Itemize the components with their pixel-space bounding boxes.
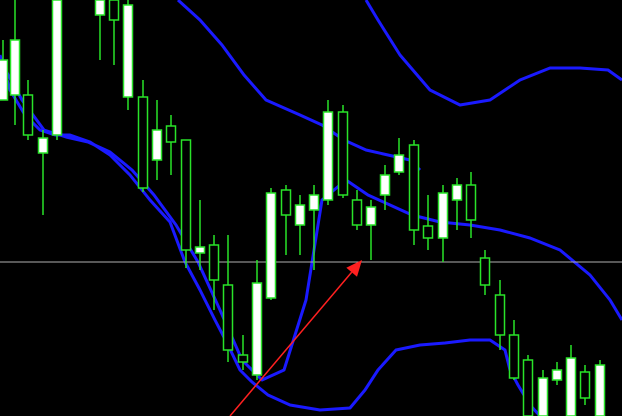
- candle: [308, 185, 320, 270]
- candle: [94, 0, 106, 60]
- candle-body: [422, 225, 434, 239]
- arrow-head: [346, 260, 362, 277]
- candle-body: [37, 137, 49, 154]
- candle: [265, 188, 277, 300]
- candle-body: [194, 246, 206, 254]
- candle: [151, 100, 163, 180]
- candle: [37, 130, 49, 215]
- candle-body: [594, 364, 606, 416]
- candle: [379, 165, 391, 210]
- candle: [408, 140, 420, 245]
- candle: [565, 345, 577, 416]
- candle: [322, 100, 334, 205]
- candle-body: [280, 189, 292, 216]
- candle-body: [393, 154, 405, 173]
- candle: [537, 370, 549, 416]
- candle: [422, 195, 434, 250]
- candle-body: [94, 0, 106, 16]
- candle-body: [208, 244, 220, 281]
- candle-body: [408, 144, 420, 231]
- candle-body: [522, 359, 534, 416]
- candle: [551, 362, 563, 385]
- candle: [251, 260, 263, 380]
- candle-body: [337, 111, 349, 196]
- candle: [479, 250, 491, 295]
- candle-body: [0, 59, 9, 101]
- candle: [280, 185, 292, 255]
- candle: [494, 280, 506, 350]
- band-line-lower: [0, 54, 542, 416]
- candle-body: [351, 199, 363, 226]
- candle-body: [322, 111, 334, 201]
- candle: [208, 235, 220, 310]
- candle: [237, 335, 249, 370]
- candle-body: [565, 357, 577, 416]
- candle: [351, 190, 363, 230]
- candle-body: [137, 96, 149, 189]
- candle: [137, 80, 149, 192]
- candle-body: [237, 354, 249, 363]
- candle-body: [479, 257, 491, 286]
- candle-body: [579, 371, 591, 399]
- candle-body: [451, 184, 463, 201]
- candle: [508, 320, 520, 380]
- candle: [194, 200, 206, 270]
- candle: [522, 355, 534, 416]
- candle-body: [151, 129, 163, 161]
- candle-body: [265, 192, 277, 299]
- candle: [451, 178, 463, 230]
- candle-body: [379, 174, 391, 196]
- candle-body: [437, 192, 449, 239]
- candle: [180, 139, 192, 268]
- candle-body: [22, 94, 34, 136]
- trend-arrow: [229, 260, 362, 416]
- band-line-middle: [0, 59, 622, 382]
- candle: [337, 105, 349, 198]
- candle-body: [180, 139, 192, 251]
- candle: [122, 0, 134, 110]
- candle: [437, 185, 449, 262]
- candle: [51, 0, 63, 140]
- candle-body: [222, 284, 234, 351]
- candle-body: [122, 4, 134, 98]
- candle: [9, 0, 21, 125]
- candle-body: [308, 194, 320, 211]
- band-line-upper-right: [364, 0, 622, 107]
- candle-body: [251, 282, 263, 376]
- candle-body: [365, 206, 377, 226]
- arrow-shaft: [229, 271, 353, 416]
- candle: [222, 235, 234, 362]
- candle: [393, 138, 405, 175]
- candle-body: [494, 294, 506, 336]
- candle-body: [551, 369, 563, 381]
- candle-body: [165, 125, 177, 143]
- candle-body: [51, 0, 63, 136]
- candle-body: [465, 184, 477, 221]
- candle: [108, 0, 120, 65]
- candle: [465, 172, 477, 238]
- candle: [579, 365, 591, 405]
- candle-body: [508, 334, 520, 379]
- candle: [365, 200, 377, 260]
- candle-body: [108, 0, 120, 21]
- candlesticks: [0, 0, 606, 416]
- candle: [0, 40, 9, 101]
- candle: [22, 80, 34, 140]
- candle-body: [537, 377, 549, 416]
- candle: [294, 195, 306, 255]
- candle-body: [294, 204, 306, 226]
- band-line-upper-outer: [176, 0, 422, 172]
- candle: [165, 115, 177, 175]
- candle: [594, 360, 606, 416]
- candle-body: [9, 39, 21, 96]
